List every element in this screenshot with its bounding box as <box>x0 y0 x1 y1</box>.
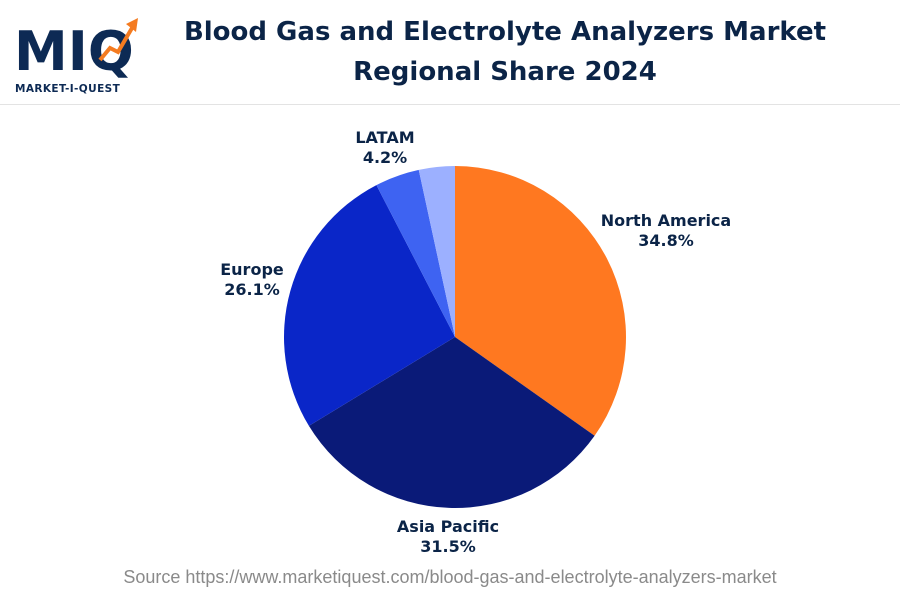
slice-label-europe: Europe <box>220 260 284 279</box>
pie-slice-other <box>418 166 455 337</box>
chart-title-line-1: Blood Gas and Electrolyte Analyzers Mark… <box>183 17 827 47</box>
slice-value-north-america: 34.8% <box>638 231 694 250</box>
pie-slice-europe <box>283 185 455 426</box>
brand-logo: MIQ MARKET-I-QUEST <box>14 10 144 95</box>
source-caption: Source https://www.marketiquest.com/bloo… <box>123 567 777 587</box>
slice-label-latam: LATAM <box>355 128 414 147</box>
logo-mark: MIQ <box>14 18 138 83</box>
logo-tagline: MARKET-I-QUEST <box>15 83 121 95</box>
header-divider <box>0 104 900 105</box>
slice-label-asia-pacific: Asia Pacific <box>397 517 499 536</box>
slice-value-europe: 26.1% <box>224 280 280 299</box>
growth-arrow-icon <box>98 18 138 62</box>
slice-value-latam: 4.2% <box>363 148 407 167</box>
pie-slice-latam <box>376 169 455 337</box>
pie-slice-asia-pacific <box>308 337 595 508</box>
chart-title-line-2: Regional Share 2024 <box>353 57 657 87</box>
slice-value-asia-pacific: 31.5% <box>420 537 476 556</box>
pie-slice-north-america <box>455 166 626 436</box>
chart-title: Blood Gas and Electrolyte Analyzers Mark… <box>170 12 840 92</box>
slice-label-north-america: North America <box>601 211 731 230</box>
